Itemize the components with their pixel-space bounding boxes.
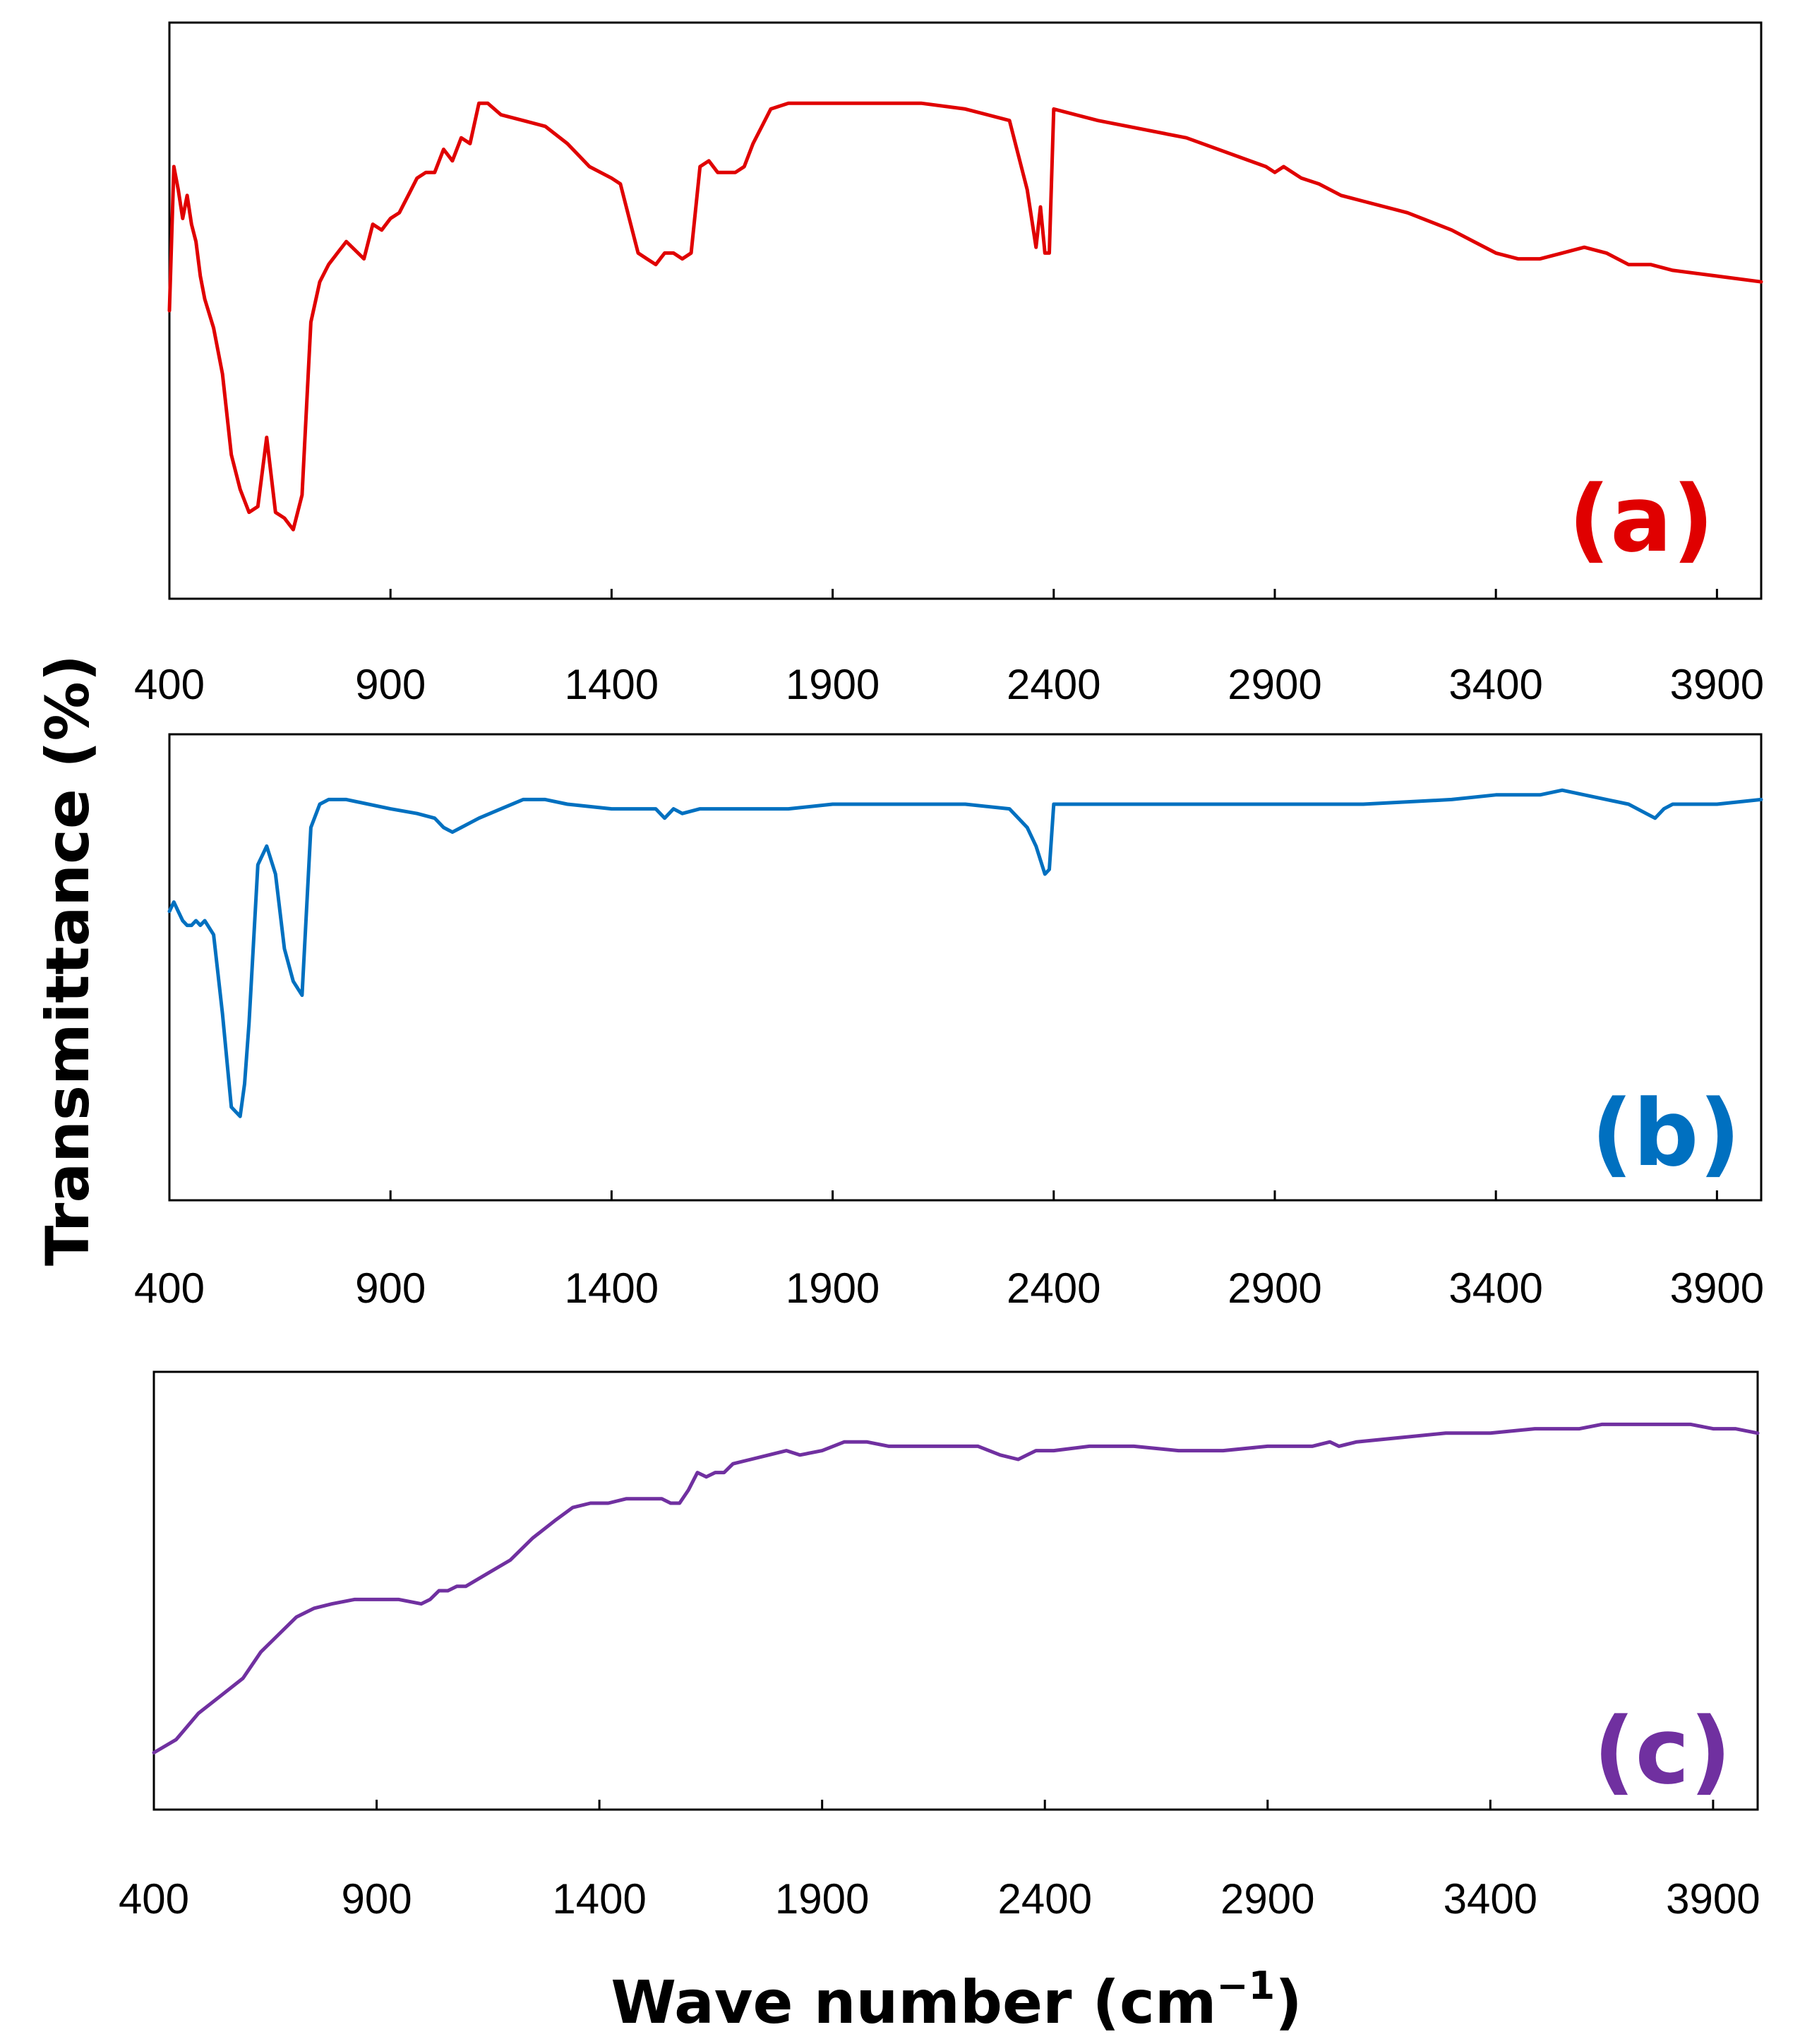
x-tick-label-b: 3900 bbox=[1670, 1265, 1764, 1312]
x-tick-label-c: 2900 bbox=[1220, 1875, 1314, 1923]
plot-frame-b bbox=[168, 733, 1763, 1202]
panel-label-c: (c) bbox=[1593, 1697, 1732, 1805]
x-tick-label-b: 2900 bbox=[1228, 1265, 1321, 1312]
x-tick-label-a: 1400 bbox=[565, 661, 659, 708]
panel-b: 400 900 1400 1900 2400 2900 3400 3900 (b) bbox=[134, 733, 1764, 1312]
x-tick-label-a: 3900 bbox=[1670, 661, 1764, 708]
x-axis-title-main: Wave number (cm bbox=[611, 1968, 1216, 2037]
x-tick-label-c: 3900 bbox=[1666, 1875, 1760, 1923]
x-tick-label-a: 400 bbox=[134, 661, 205, 708]
plot-frame-c bbox=[152, 1370, 1759, 1811]
panel-label-a: (a) bbox=[1568, 465, 1715, 573]
spectrum-line-c bbox=[152, 1422, 1760, 1755]
x-tick-label-a: 3400 bbox=[1448, 661, 1542, 708]
x-tick-label-c: 900 bbox=[342, 1875, 412, 1923]
x-tick-label-a: 2400 bbox=[1007, 661, 1100, 708]
x-tick-label-a: 1900 bbox=[786, 661, 880, 708]
x-tick-label-c: 2400 bbox=[997, 1875, 1091, 1923]
spectrum-line-a bbox=[167, 101, 1763, 532]
x-tick-label-c: 1400 bbox=[552, 1875, 646, 1923]
y-axis-title: Transmittance (%) bbox=[33, 655, 102, 1266]
panel-c: 400 900 1400 1900 2400 2900 3400 3900 (c) bbox=[119, 1370, 1760, 1923]
x-tick-label-b: 1900 bbox=[786, 1265, 880, 1312]
x-tick-label-c: 1900 bbox=[775, 1875, 869, 1923]
x-axis-title-close: ) bbox=[1275, 1968, 1302, 2037]
x-tick-label-a: 2900 bbox=[1228, 661, 1321, 708]
x-tick-label-b: 3400 bbox=[1448, 1265, 1542, 1312]
x-tick-label-b: 2400 bbox=[1007, 1265, 1100, 1312]
x-tick-label-c: 3400 bbox=[1444, 1875, 1537, 1923]
panel-label-b: (b) bbox=[1591, 1080, 1741, 1187]
panel-a: 400 900 1400 1900 2400 2900 3400 3900 (a) bbox=[134, 21, 1764, 708]
x-tick-label-b: 1400 bbox=[565, 1265, 659, 1312]
x-tick-label-b: 400 bbox=[134, 1265, 205, 1312]
spectrum-line-b bbox=[167, 788, 1763, 1118]
x-tick-label-b: 900 bbox=[355, 1265, 426, 1312]
x-axis-title: Wave number (cm−1) bbox=[611, 1964, 1302, 2037]
x-tick-label-c: 400 bbox=[119, 1875, 189, 1923]
x-axis-title-superscript: −1 bbox=[1216, 1964, 1275, 2008]
x-tick-label-a: 900 bbox=[355, 661, 426, 708]
